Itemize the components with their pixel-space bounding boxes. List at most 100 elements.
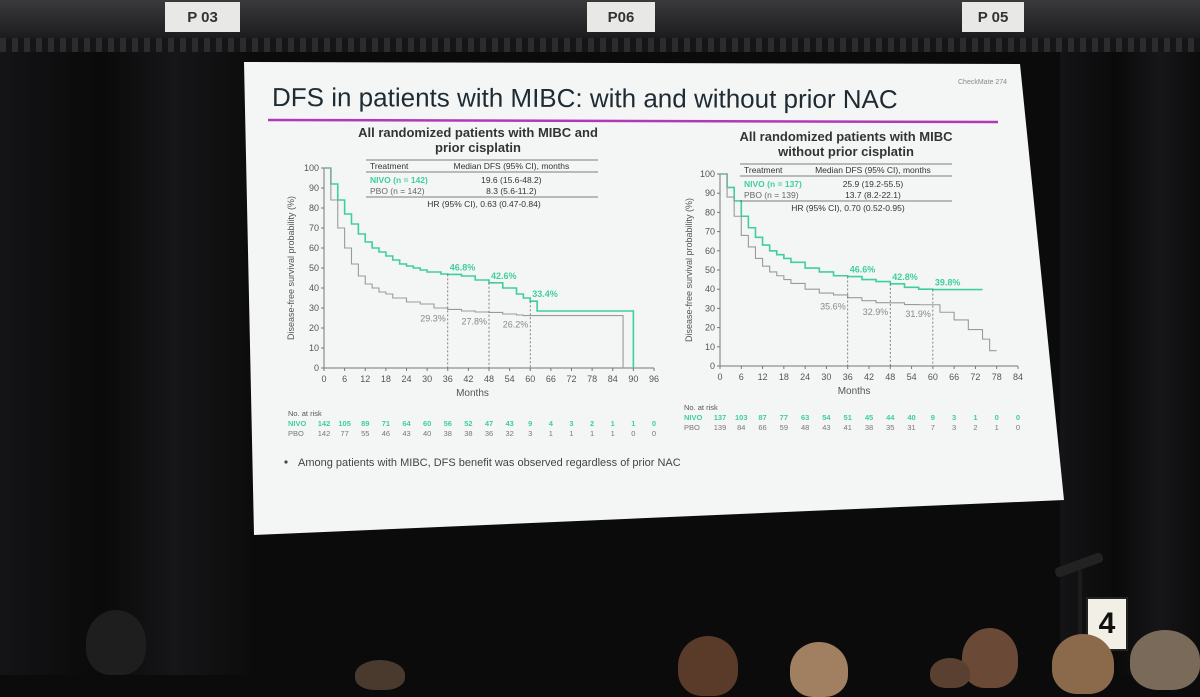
risk-nivo-value: 1 [973,413,977,422]
risk-nivo-value: 3 [952,413,956,422]
chart-title-line2: prior cisplatin [435,140,521,155]
audience-head [1052,634,1114,694]
x-tick-label: 54 [505,374,515,384]
landmark-nivo-label: 42.6% [491,271,517,281]
risk-pbo-value: 32 [505,429,513,438]
risk-nivo-value: 54 [822,413,831,422]
y-axis-label: Disease-free survival probability (%) [286,196,296,340]
risk-pbo-value: 43 [402,429,410,438]
risk-nivo-value: 103 [735,413,748,422]
x-tick-label: 6 [739,372,744,382]
x-tick-label: 42 [463,374,473,384]
km-curve-nivo [720,173,983,291]
risk-nivo-value: 2 [590,419,594,428]
audience-head [790,642,848,697]
y-tick-label: 50 [309,263,319,273]
risk-pbo-value: 3 [528,429,532,438]
risk-pbo-value: 31 [907,423,915,432]
x-tick-label: 48 [885,372,895,382]
risk-nivo-value: 47 [485,419,493,428]
curtain-right [1060,52,1200,675]
x-tick-label: 84 [1013,372,1023,382]
y-tick-label: 30 [309,303,319,313]
landmark-nivo-label: 42.8% [892,272,918,282]
risk-pbo-value: 139 [714,423,727,432]
y-tick-label: 80 [309,203,319,213]
risk-nivo-value: 105 [338,419,351,428]
table-row-median: 19.6 (15.6-48.2) [481,175,542,185]
table-row-treatment: NIVO (n = 142) [370,175,428,185]
risk-pbo-value: 1 [590,429,594,438]
risk-pbo-value: 1 [995,423,999,432]
risk-nivo-label: NIVO [684,413,703,422]
table-hr: HR (95% CI), 0.70 (0.52-0.95) [791,203,905,213]
risk-nivo-value: 0 [652,419,656,428]
risk-nivo-value: 87 [758,413,766,422]
risk-pbo-value: 1 [549,429,553,438]
risk-pbo-value: 41 [844,423,852,432]
x-tick-label: 30 [422,374,432,384]
risk-nivo-value: 56 [444,419,452,428]
risk-pbo-value: 48 [801,423,809,432]
risk-label: No. at risk [288,409,322,418]
landmark-nivo-label: 46.8% [450,262,476,272]
x-tick-label: 72 [970,372,980,382]
y-tick-label: 40 [705,284,715,294]
landmark-pbo-label: 31.9% [905,309,931,319]
y-tick-label: 90 [309,183,319,193]
ceiling-sign-p05: P 05 [962,2,1024,32]
risk-pbo-value: 40 [423,429,431,438]
y-tick-label: 100 [700,169,715,179]
x-tick-label: 60 [928,372,938,382]
x-tick-label: 90 [628,374,638,384]
table-row-median: 25.9 (19.2-55.5) [843,179,904,189]
risk-nivo-value: 43 [505,419,513,428]
risk-pbo-value: 2 [973,423,977,432]
y-tick-label: 20 [309,323,319,333]
table-header-median: Median DFS (95% CI), months [453,161,569,171]
chart-title-line1: All randomized patients with MIBC and [358,125,598,140]
risk-pbo-value: 36 [485,429,493,438]
risk-pbo-label: PBO [684,423,700,432]
title-underline [267,118,999,124]
x-tick-label: 12 [360,374,370,384]
ceiling-sign-p03: P 03 [165,2,240,32]
x-tick-label: 24 [401,374,411,384]
slide-title: DFS in patients with MIBC: with and with… [272,82,898,114]
landmark-pbo-label: 26.2% [503,320,529,330]
x-axis-label: Months [456,388,489,399]
risk-pbo-value: 0 [1016,423,1020,432]
x-tick-label: 6 [342,374,347,384]
y-tick-label: 10 [705,342,715,352]
y-tick-label: 60 [309,243,319,253]
table-header-treatment: Treatment [744,165,783,175]
table-header-median: Median DFS (95% CI), months [815,165,931,175]
table-row-treatment: PBO (n = 139) [744,190,799,200]
x-tick-label: 36 [443,374,453,384]
table-hr: HR (95% CI), 0.63 (0.47-0.84) [427,199,541,209]
risk-nivo-value: 40 [907,413,915,422]
risk-nivo-value: 137 [714,413,727,422]
x-tick-label: 60 [525,374,535,384]
risk-pbo-value: 84 [737,423,745,432]
risk-nivo-value: 52 [464,419,472,428]
mic-stand [1078,570,1082,650]
risk-nivo-value: 64 [402,419,411,428]
risk-nivo-value: 45 [865,413,873,422]
landmark-nivo-label: 46.6% [850,265,876,275]
km-curve-pbo [324,167,624,368]
chart-without-prior-cisplatin: All randomized patients with MIBCwithout… [684,129,1023,432]
ceiling-sign-p06: P06 [587,2,655,32]
x-tick-label: 36 [843,372,853,382]
risk-nivo-value: 89 [361,419,369,428]
y-tick-label: 30 [705,303,715,313]
risk-pbo-value: 7 [931,423,935,432]
x-tick-label: 42 [864,372,874,382]
risk-pbo-value: 55 [361,429,369,438]
chart-prior-cisplatin: All randomized patients with MIBC andpri… [286,125,659,438]
landmark-nivo-label: 33.4% [532,289,558,299]
km-curve-nivo [324,167,635,368]
risk-pbo-value: 77 [340,429,348,438]
audience-head [355,660,405,690]
x-tick-label: 96 [649,374,659,384]
